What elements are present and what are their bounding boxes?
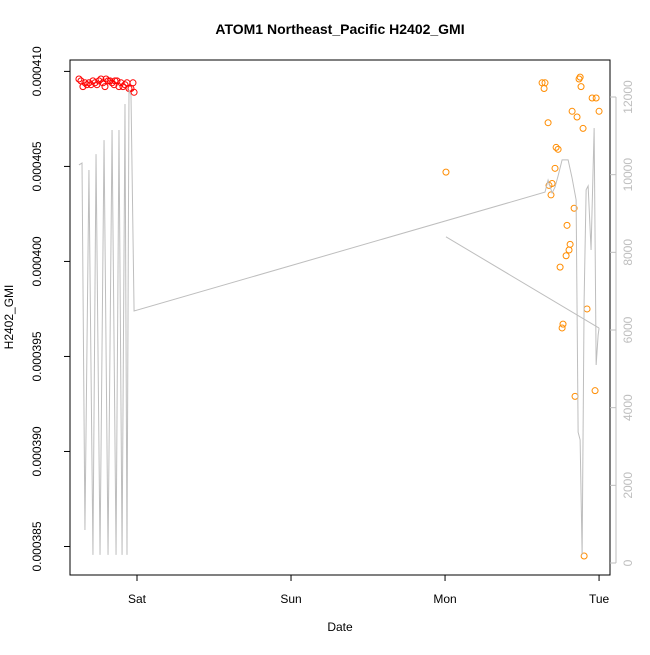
y2-tick-label: 4000	[621, 394, 635, 421]
point	[551, 164, 559, 172]
point	[580, 552, 588, 560]
x-tick-label: Mon	[433, 592, 456, 606]
point	[579, 124, 587, 132]
y2-tick-label: 6000	[621, 316, 635, 343]
point	[75, 75, 83, 83]
point	[558, 324, 566, 332]
point	[102, 75, 110, 83]
point	[595, 107, 603, 115]
point	[81, 79, 89, 87]
line	[78, 89, 600, 555]
y2-tick-label: 0	[621, 559, 635, 566]
y-axis-label: H2402_GMI	[2, 285, 16, 350]
point	[544, 119, 552, 127]
y-tick-label: 0.000400	[30, 236, 44, 286]
point	[95, 77, 103, 85]
y-tick-label: 0.000390	[30, 426, 44, 476]
point	[130, 88, 138, 96]
y-tick-label: 0.000405	[30, 141, 44, 191]
y2-tick-label: 2000	[621, 472, 635, 499]
point	[563, 221, 571, 229]
y2-tick-label: 8000	[621, 239, 635, 266]
point	[577, 83, 585, 91]
point	[101, 83, 109, 91]
point	[442, 168, 450, 176]
y2-tick-label: 10000	[621, 158, 635, 192]
point	[568, 107, 576, 115]
x-tick-label: Sun	[280, 592, 301, 606]
chart-title: ATOM1 Northeast_Pacific H2402_GMI	[215, 21, 464, 37]
point	[552, 143, 560, 151]
point	[540, 85, 548, 93]
plot-box	[69, 59, 611, 576]
x-tick-label: Tue	[589, 592, 610, 606]
point	[554, 145, 562, 153]
point	[104, 77, 112, 85]
point	[559, 320, 567, 328]
point	[588, 94, 596, 102]
x-axis-label: Date	[327, 620, 353, 634]
point	[576, 73, 584, 81]
point	[119, 83, 127, 91]
point	[97, 75, 105, 83]
point	[547, 191, 555, 199]
x-tick-label: Sat	[128, 592, 147, 606]
point	[93, 81, 101, 89]
point	[570, 204, 578, 212]
point	[129, 79, 137, 87]
point	[556, 263, 564, 271]
point	[562, 252, 570, 260]
point	[591, 387, 599, 395]
point	[573, 113, 581, 121]
point	[566, 240, 574, 248]
point	[111, 77, 119, 85]
y-tick-label: 0.000395	[30, 331, 44, 381]
point	[115, 83, 123, 91]
point	[79, 83, 87, 91]
point	[91, 79, 99, 87]
point	[106, 77, 114, 85]
point	[121, 81, 129, 89]
point	[83, 81, 91, 89]
y-tick-label: 0.000410	[30, 46, 44, 96]
point	[592, 94, 600, 102]
y-tick-label: 0.000385	[30, 521, 44, 571]
y2-tick-label: 12000	[621, 80, 635, 114]
